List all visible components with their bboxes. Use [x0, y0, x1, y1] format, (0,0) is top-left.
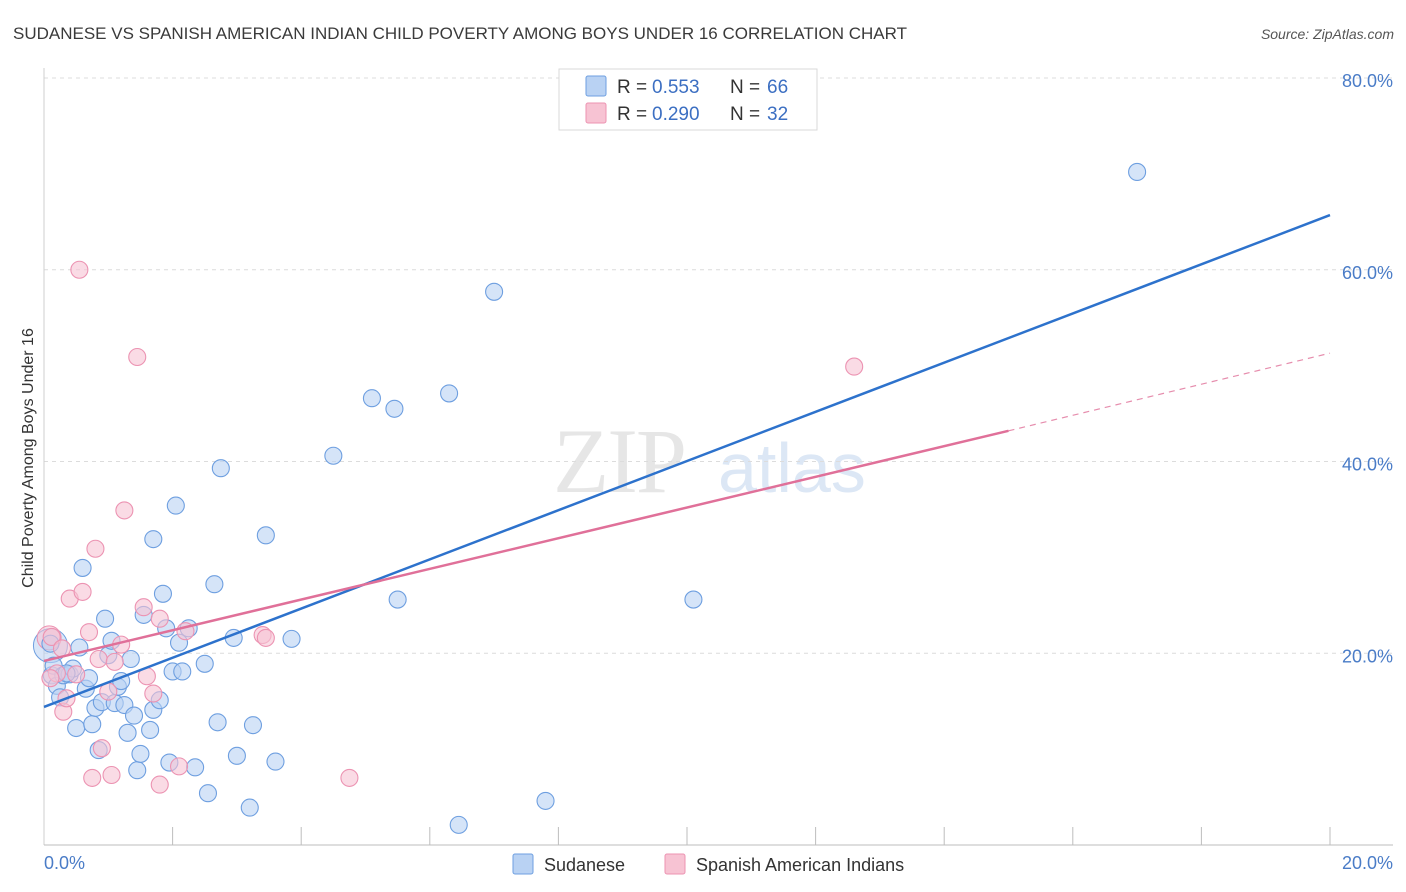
- scatter-point-sudanese: [205, 575, 224, 594]
- legend-n-label-spanish-american-indians: N =: [730, 104, 760, 125]
- scatter-point-sudanese: [153, 584, 173, 603]
- scatter-point-sudanese: [449, 815, 468, 834]
- scatter-point-spanish-american-indians: [79, 623, 99, 642]
- scatter-point-sudanese: [67, 718, 86, 738]
- scatter-point-spanish-american-indians: [89, 649, 108, 669]
- legend-n-value-sudanese: 66: [767, 77, 788, 98]
- scatter-point-sudanese: [83, 715, 102, 734]
- tick-labels: 20.0% 40.0% 60.0% 80.0% 0.0% 20.0%: [44, 71, 1393, 873]
- scatter-point-spanish-american-indians: [144, 684, 163, 703]
- legend-r-label-sudanese: R =: [617, 77, 647, 98]
- scatter-point-spanish-american-indians: [128, 347, 147, 367]
- legend-r-value-spanish-american-indians: 0.290: [652, 104, 700, 125]
- scatter-point-sudanese: [388, 590, 407, 609]
- scatter-point-sudanese: [198, 784, 218, 803]
- scatter-point-sudanese: [208, 713, 227, 732]
- scatter-point-spanish-american-indians: [340, 768, 359, 787]
- scatter-point-spanish-american-indians: [150, 775, 169, 794]
- scatter-point-spanish-american-indians: [845, 357, 864, 376]
- scatter-point-spanish-american-indians: [169, 757, 189, 776]
- legend-r-value-sudanese: 0.553: [652, 77, 700, 98]
- scatter-point-sudanese: [240, 798, 259, 817]
- stats-legend: R = 0.553 N = 66 R = 0.290 N = 32: [558, 68, 818, 131]
- scatter-point-sudanese: [73, 558, 92, 577]
- scatter-point-sudanese: [186, 758, 205, 777]
- y-tick-label: 40.0%: [1342, 455, 1393, 475]
- scatter-point-spanish-american-indians: [67, 665, 86, 684]
- scatter-point-spanish-american-indians: [102, 765, 121, 785]
- y-axis-label: Child Poverty Among Boys Under 16: [20, 328, 37, 588]
- scatter-point-sudanese: [243, 716, 263, 735]
- scatter-point-spanish-american-indians: [83, 768, 102, 787]
- y-tick-label: 60.0%: [1342, 263, 1393, 283]
- scatter-point-spanish-american-indians: [73, 582, 92, 601]
- bottom-legend-swatch-sudanese: [512, 853, 534, 875]
- axes: [43, 68, 1393, 846]
- scatter-point-sudanese: [131, 744, 150, 763]
- scatter-point-spanish-american-indians: [86, 539, 105, 558]
- scatter-point-sudanese: [211, 459, 230, 478]
- legend-n-value-spanish-american-indians: 32: [767, 104, 788, 125]
- trend-line-spanish-american-indians: [43, 429, 1009, 663]
- bottom-legend-label-sudanese: Sudanese: [544, 855, 625, 875]
- scatter-point-sudanese: [121, 649, 140, 669]
- scatter-points: [32, 162, 1147, 834]
- scatter-point-sudanese: [440, 384, 459, 403]
- trend-line-sudanese: [43, 213, 1331, 709]
- scatter-point-sudanese: [536, 791, 555, 810]
- chart-source: Source: ZipAtlas.com: [1261, 26, 1394, 42]
- scatter-point-sudanese: [144, 530, 163, 549]
- bottom-legend-swatch-spanish-american-indians: [664, 853, 686, 875]
- scatter-point-sudanese: [684, 590, 703, 609]
- legend-swatch-spanish-american-indians: [585, 102, 607, 124]
- scatter-point-sudanese: [385, 399, 404, 418]
- scatter-point-sudanese: [282, 629, 301, 648]
- scatter-point-sudanese: [324, 446, 343, 465]
- scatter-point-spanish-american-indians: [134, 598, 153, 617]
- trend-line-extension-spanish-american-indians: [1008, 352, 1331, 432]
- scatter-point-sudanese: [362, 389, 381, 408]
- y-tick-label: 20.0%: [1342, 646, 1393, 666]
- scatter-point-sudanese: [124, 706, 144, 725]
- scatter-point-spanish-american-indians: [70, 260, 89, 279]
- series-legend: Sudanese Spanish American Indians: [512, 853, 904, 875]
- scatter-point-spanish-american-indians: [150, 609, 169, 628]
- trend-lines: [43, 213, 1331, 709]
- scatter-point-sudanese: [118, 723, 137, 742]
- grid-lines: [44, 77, 1393, 654]
- scatter-point-spanish-american-indians: [92, 739, 111, 758]
- scatter-point-sudanese: [128, 761, 147, 780]
- scatter-point-spanish-american-indians: [256, 628, 275, 647]
- scatter-point-sudanese: [266, 752, 285, 771]
- scatter-point-sudanese: [173, 662, 192, 681]
- legend-n-label-sudanese: N =: [730, 77, 760, 98]
- legend-r-label-spanish-american-indians: R =: [617, 104, 647, 125]
- x-tick-label-min: 0.0%: [44, 853, 85, 873]
- scatter-point-sudanese: [1128, 162, 1147, 182]
- scatter-point-spanish-american-indians: [41, 669, 60, 688]
- scatter-point-spanish-american-indians: [105, 652, 124, 671]
- y-tick-label: 80.0%: [1342, 71, 1393, 91]
- scatter-point-sudanese: [485, 282, 504, 301]
- scatter-point-sudanese: [96, 609, 115, 628]
- chart-title: SUDANESE VS SPANISH AMERICAN INDIAN CHIL…: [13, 24, 907, 43]
- scatter-point-sudanese: [256, 526, 275, 545]
- scatter-point-sudanese: [227, 746, 246, 765]
- x-tick-label-max: 20.0%: [1342, 853, 1393, 873]
- scatter-point-sudanese: [195, 654, 214, 673]
- bottom-legend-label-spanish-american-indians: Spanish American Indians: [696, 855, 904, 875]
- legend-swatch-sudanese: [585, 75, 607, 97]
- scatter-point-sudanese: [166, 496, 185, 515]
- scatter-point-spanish-american-indians: [115, 501, 134, 520]
- scatter-point-sudanese: [141, 720, 160, 740]
- scatter-point-spanish-american-indians: [42, 627, 61, 647]
